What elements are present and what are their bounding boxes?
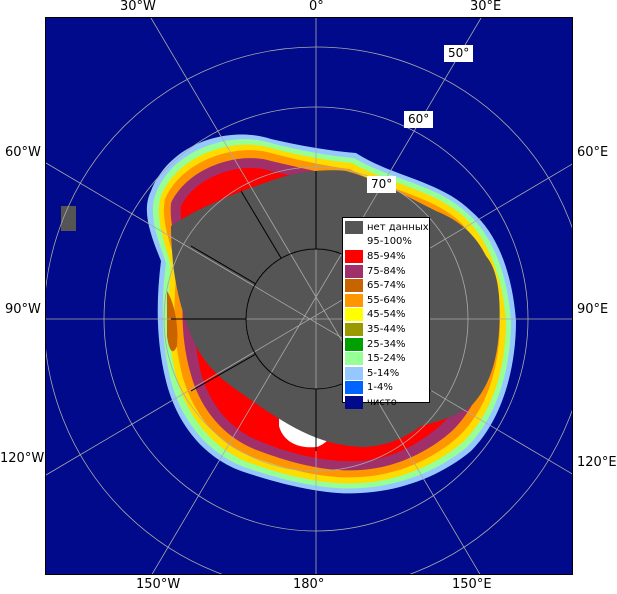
legend-label: чисто xyxy=(367,396,397,408)
legend-label: 45-54% xyxy=(367,309,406,321)
ice-patch-orange-west xyxy=(167,291,178,352)
lat-label-70: 70° xyxy=(367,176,397,193)
lon-label-60w: 60°W xyxy=(5,145,41,160)
lon-label-0: 0° xyxy=(309,0,324,14)
legend-item: 55-64% xyxy=(345,293,427,308)
dark-meridian-4 xyxy=(240,190,282,259)
legend-swatch xyxy=(345,322,363,336)
legend-swatch xyxy=(345,220,363,234)
no-data-patch xyxy=(61,206,76,231)
legend-swatch xyxy=(345,293,363,307)
lon-label-90w: 90°W xyxy=(5,302,41,317)
legend-label: 95-100% xyxy=(367,236,412,248)
lon-label-30e: 30°E xyxy=(470,0,502,14)
legend-item: 45-54% xyxy=(345,308,427,323)
legend-item: 65-74% xyxy=(345,278,427,293)
legend-item: 25-34% xyxy=(345,337,427,352)
lon-label-30w: 30°W xyxy=(120,0,156,14)
lon-label-60e: 60°E xyxy=(577,145,609,160)
legend-label: 75-84% xyxy=(367,265,406,277)
legend-item: чисто xyxy=(345,395,427,410)
legend-swatch xyxy=(345,366,363,380)
lat-label-60: 60° xyxy=(404,111,434,128)
legend-item: нет данных xyxy=(345,220,429,235)
dark-meridian-2 xyxy=(190,245,257,285)
legend-label: 25-34% xyxy=(367,338,406,350)
legend-swatch xyxy=(345,308,363,322)
legend-item: 95-100% xyxy=(345,235,427,250)
lon-label-150e: 150°E xyxy=(452,577,492,592)
legend-label: 85-94% xyxy=(367,250,406,262)
legend-swatch xyxy=(345,235,363,249)
dark-meridian-3 xyxy=(190,353,257,392)
legend-item: 75-84% xyxy=(345,264,427,279)
legend-item: 15-24% xyxy=(345,351,427,366)
lon-label-90e: 90°E xyxy=(577,302,609,317)
lat-label-50: 50° xyxy=(444,45,474,62)
legend-swatch xyxy=(345,352,363,366)
legend-swatch xyxy=(345,381,363,395)
legend-label: 65-74% xyxy=(367,280,406,292)
legend-label: 55-64% xyxy=(367,294,406,306)
sea-ice-map: нет данных 95-100% 85-94% 75-84% 65-74% 55-64… xyxy=(45,17,573,575)
legend-label: 15-24% xyxy=(367,353,406,365)
legend-label: 1-4% xyxy=(367,382,393,394)
lon-label-120e: 120°E xyxy=(577,455,617,470)
legend-label: нет данных xyxy=(367,221,429,233)
legend-swatch xyxy=(345,249,363,263)
polar-projection xyxy=(46,18,572,574)
legend-item: 5-14% xyxy=(345,366,427,381)
lon-label-120w: 120°W xyxy=(0,451,45,466)
legend-item: 85-94% xyxy=(345,249,427,264)
meridian-120 xyxy=(46,163,572,476)
legend-item: 1-4% xyxy=(345,381,427,396)
legend-swatch xyxy=(345,264,363,278)
legend: нет данных 95-100% 85-94% 75-84% 65-74% 55-64… xyxy=(342,217,430,409)
lon-label-180: 180° xyxy=(293,577,325,592)
legend-swatch xyxy=(345,395,363,409)
legend-swatch xyxy=(345,337,363,351)
legend-swatch xyxy=(345,279,363,293)
lon-label-150w: 150°W xyxy=(136,577,181,592)
legend-item: 35-44% xyxy=(345,322,427,337)
legend-label: 5-14% xyxy=(367,367,400,379)
legend-label: 35-44% xyxy=(367,323,406,335)
